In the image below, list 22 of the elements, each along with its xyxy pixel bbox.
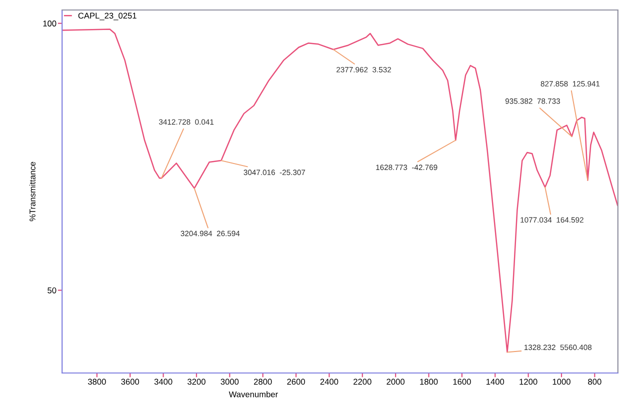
x-tick-label: 3200 bbox=[188, 378, 206, 385]
x-tick-label: 3400 bbox=[154, 378, 172, 385]
x-tick-label: 800 bbox=[588, 378, 602, 385]
y-axis-title: %Transmittance bbox=[29, 162, 36, 222]
x-tick-label: 3600 bbox=[121, 378, 140, 385]
x-tick-label: 3000 bbox=[220, 378, 239, 385]
x-axis-title: Wavenumber bbox=[228, 391, 278, 398]
x-tick-label: 1000 bbox=[552, 378, 570, 385]
x-tick-label: 3800 bbox=[88, 378, 106, 385]
x-tick-label: 1600 bbox=[453, 378, 471, 385]
x-tick-label: 2400 bbox=[320, 378, 338, 385]
y-tick-label: 100 bbox=[43, 20, 56, 26]
x-tick-label: 1800 bbox=[420, 378, 438, 385]
x-tick-label: 2200 bbox=[354, 378, 372, 385]
x-tick-label: 2000 bbox=[386, 378, 405, 385]
y-tick-label: 50 bbox=[48, 287, 56, 294]
legend-label: CAPL_23_0251 bbox=[78, 12, 136, 20]
x-tick-label: 2600 bbox=[287, 378, 305, 385]
x-tick-label: 1200 bbox=[520, 378, 538, 385]
x-tick-label: 2800 bbox=[254, 378, 272, 385]
line-series bbox=[62, 28, 618, 353]
x-tick-label: 1400 bbox=[486, 378, 504, 385]
